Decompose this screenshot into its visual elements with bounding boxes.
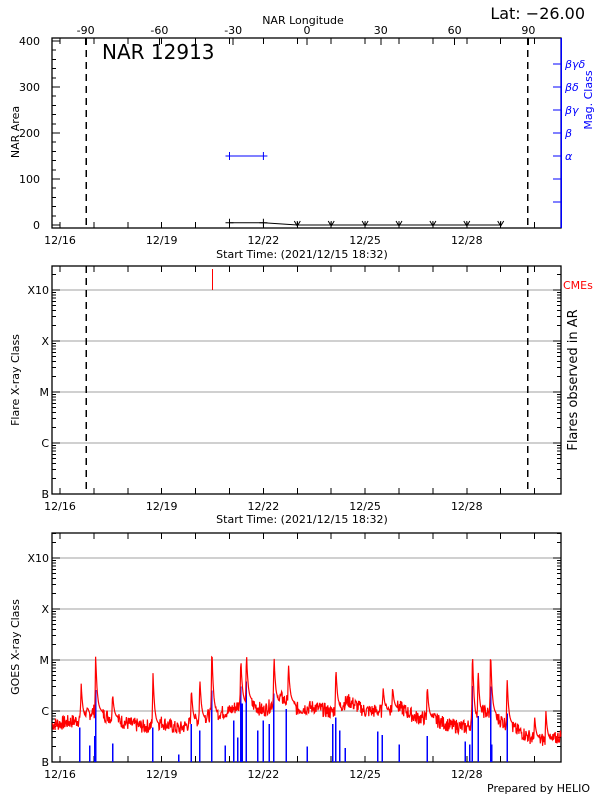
mag-class-axis-label: Mag. Class <box>582 70 595 129</box>
goes-long-line <box>51 655 562 746</box>
footer-credit: Prepared by HELIO <box>487 782 590 795</box>
area-point-down <box>395 220 403 227</box>
y-tick-label: 0 <box>33 219 40 232</box>
longitude-tick-label: 30 <box>374 24 388 37</box>
area-point-down <box>429 220 437 227</box>
latitude-label: Lat: −26.00 <box>490 4 585 23</box>
mag-class-point <box>259 152 268 160</box>
mag-class-tick-label: α <box>565 150 573 163</box>
x-tick-label: 12/19 <box>146 768 178 781</box>
panel2-right-label: Flares observed in AR <box>566 309 581 450</box>
mag-class-tick-label: βγδ <box>564 58 586 71</box>
x-tick-label: 12/25 <box>349 768 381 781</box>
y-tick-label: C <box>41 437 49 450</box>
panel2-frame <box>51 265 562 495</box>
mag-class-tick-label: β <box>564 127 572 140</box>
x-tick-label: 12/28 <box>451 234 483 247</box>
longitude-tick-label: 0 <box>304 24 311 37</box>
area-point-plus <box>259 218 268 227</box>
cme-legend-label: CMEs <box>563 279 593 292</box>
y-tick-label: X10 <box>27 284 49 297</box>
panel3-ylabel: GOES X-ray Class <box>9 599 22 695</box>
mag-class-tick-label: βδ <box>564 81 579 94</box>
panel2-xlabel: Start Time: (2021/12/15 18:32) <box>216 513 388 526</box>
y-tick-label: B <box>41 756 49 769</box>
area-point-down <box>361 220 369 227</box>
panel1-xlabel: Start Time: (2021/12/15 18:32) <box>216 248 388 261</box>
mag-class-point <box>225 152 234 160</box>
y-tick-label: 200 <box>19 127 40 140</box>
area-point-down <box>293 220 301 227</box>
x-tick-label: 12/16 <box>44 500 76 513</box>
y-tick-label: C <box>41 705 49 718</box>
x-tick-label: 12/28 <box>451 500 483 513</box>
x-tick-label: 12/25 <box>349 500 381 513</box>
x-tick-label: 12/22 <box>248 234 280 247</box>
longitude-tick-label: -90 <box>77 24 95 37</box>
y-tick-label: 400 <box>19 35 40 48</box>
mag-class-tick-label: βγ <box>564 104 579 117</box>
x-tick-label: 12/22 <box>248 768 280 781</box>
longitude-tick-label: 60 <box>448 24 462 37</box>
y-tick-label: B <box>41 488 49 501</box>
y-tick-label: 100 <box>19 173 40 186</box>
x-tick-label: 12/16 <box>44 768 76 781</box>
longitude-tick-label: -30 <box>224 24 242 37</box>
longitude-tick-label: -60 <box>150 24 168 37</box>
y-tick-label: X <box>41 603 49 616</box>
panel2-ylabel: Flare X-ray Class <box>9 334 22 426</box>
panel1-ylabel: NAR Area <box>9 106 22 158</box>
panel1-frame <box>51 37 562 229</box>
y-tick-label: M <box>40 654 50 667</box>
top-axis-label: NAR Longitude <box>262 14 344 27</box>
area-point-plus <box>225 218 234 227</box>
x-tick-label: 12/28 <box>451 768 483 781</box>
longitude-tick-label: 90 <box>521 24 535 37</box>
area-point-down <box>463 220 471 227</box>
area-point-down <box>327 220 335 227</box>
x-tick-label: 12/19 <box>146 500 178 513</box>
y-tick-label: 300 <box>19 81 40 94</box>
y-tick-label: X <box>41 335 49 348</box>
y-tick-label: M <box>40 386 50 399</box>
x-tick-label: 12/25 <box>349 234 381 247</box>
area-point-down <box>497 220 505 227</box>
x-tick-label: 12/16 <box>44 234 76 247</box>
chart-title: NAR 12913 <box>102 40 215 64</box>
x-tick-label: 12/19 <box>146 234 178 247</box>
x-tick-label: 12/22 <box>248 500 280 513</box>
y-tick-label: X10 <box>27 552 49 565</box>
